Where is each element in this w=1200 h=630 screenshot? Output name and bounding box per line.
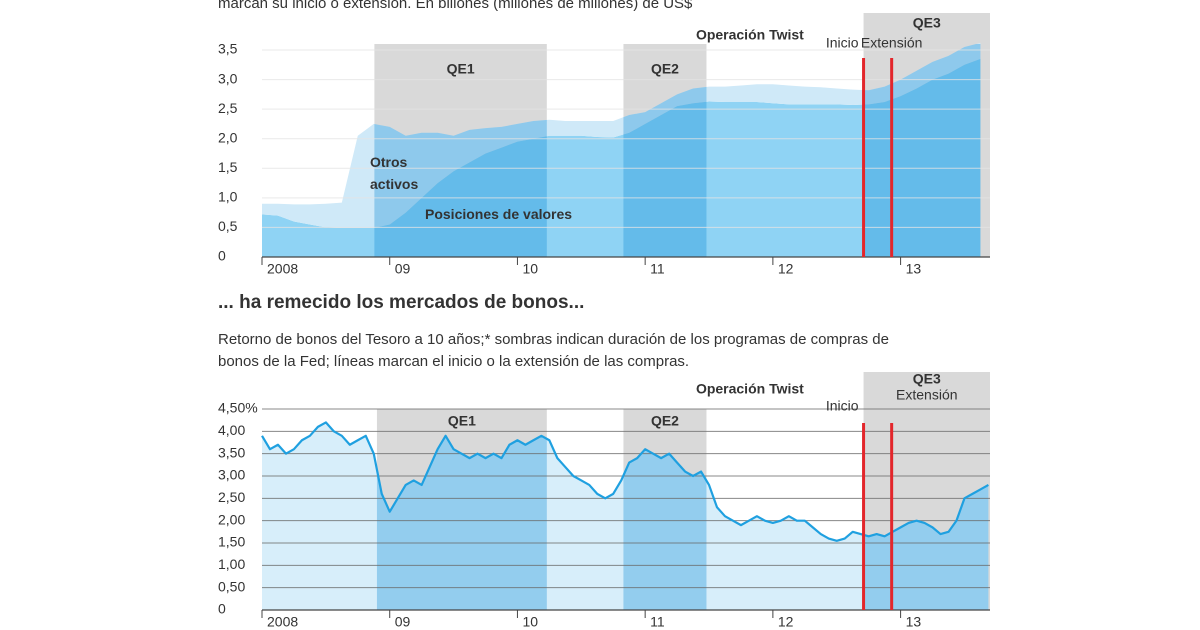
chart-subtitle: marcan su inicio o extensión. En billone… [218,0,693,12]
line [261,421,989,542]
area [262,58,981,257]
x-tick-label: 11 [650,614,665,630]
y-tick-label: 3,50 [218,444,245,460]
series-label: Otros activos [370,154,419,192]
y-tick-label: 0 [218,248,226,264]
chart-subtitle: bonos de la Fed; líneas marcan el inicio… [218,353,689,370]
x-tick-label: 09 [395,261,411,277]
y-tick-label: 1,5 [218,159,238,175]
x-tick-label: 10 [522,261,538,277]
event-label: Extensión [861,35,922,51]
y-tick-label: 0,50 [218,578,245,594]
y-tick-label: 3,00 [218,467,245,483]
x-tick-label: 10 [522,614,538,630]
annotation: Operación Twist [696,381,804,397]
y-tick-label: 2,0 [218,129,238,145]
y-tick-label: 3,0 [218,70,238,86]
y-tick-label: 1,50 [218,534,245,550]
chart-title: ... ha remecido los mercados de bonos... [218,292,584,313]
y-tick-label: 2,00 [218,511,245,527]
y-tick-label: 0 [218,601,226,617]
region-label: QE1 [448,413,476,429]
x-tick-label: 13 [906,614,922,630]
event-label: Inicio [826,35,859,51]
y-tick-label: 0,5 [218,218,238,234]
region-label: QE1 [447,61,475,77]
region-label: QE3 [913,15,941,31]
x-tick-label: 11 [650,261,665,277]
y-tick-label: 2,50 [218,489,245,505]
x-tick-label: 09 [395,614,411,630]
x-tick-label: 2008 [267,261,298,277]
chart-subtitle: Retorno de bonos del Tesoro a 10 años;* … [218,331,889,348]
x-tick-label: 12 [778,614,794,630]
annotation: Operación Twist [696,27,804,43]
area [262,42,981,229]
x-tick-label: 12 [778,261,794,277]
y-tick-label: 3,5 [218,41,238,57]
event-label: Inicio [826,398,859,414]
y-tick-label: 1,00 [218,556,245,572]
y-tick-label: 2,5 [218,100,238,116]
x-tick-label: 2008 [267,614,298,630]
region-label: QE2 [651,413,679,429]
x-tick-label: 13 [906,261,922,277]
y-tick-label: 1,0 [218,189,238,205]
event-label: Extensión [896,387,957,403]
y-tick-label: 4,00 [218,422,245,438]
region-label: QE2 [651,61,679,77]
y-tick-label: 4,50% [218,400,258,416]
region-label: QE3 [913,371,941,387]
line-area [262,422,989,610]
series-label: Posiciones de valores [425,206,573,222]
